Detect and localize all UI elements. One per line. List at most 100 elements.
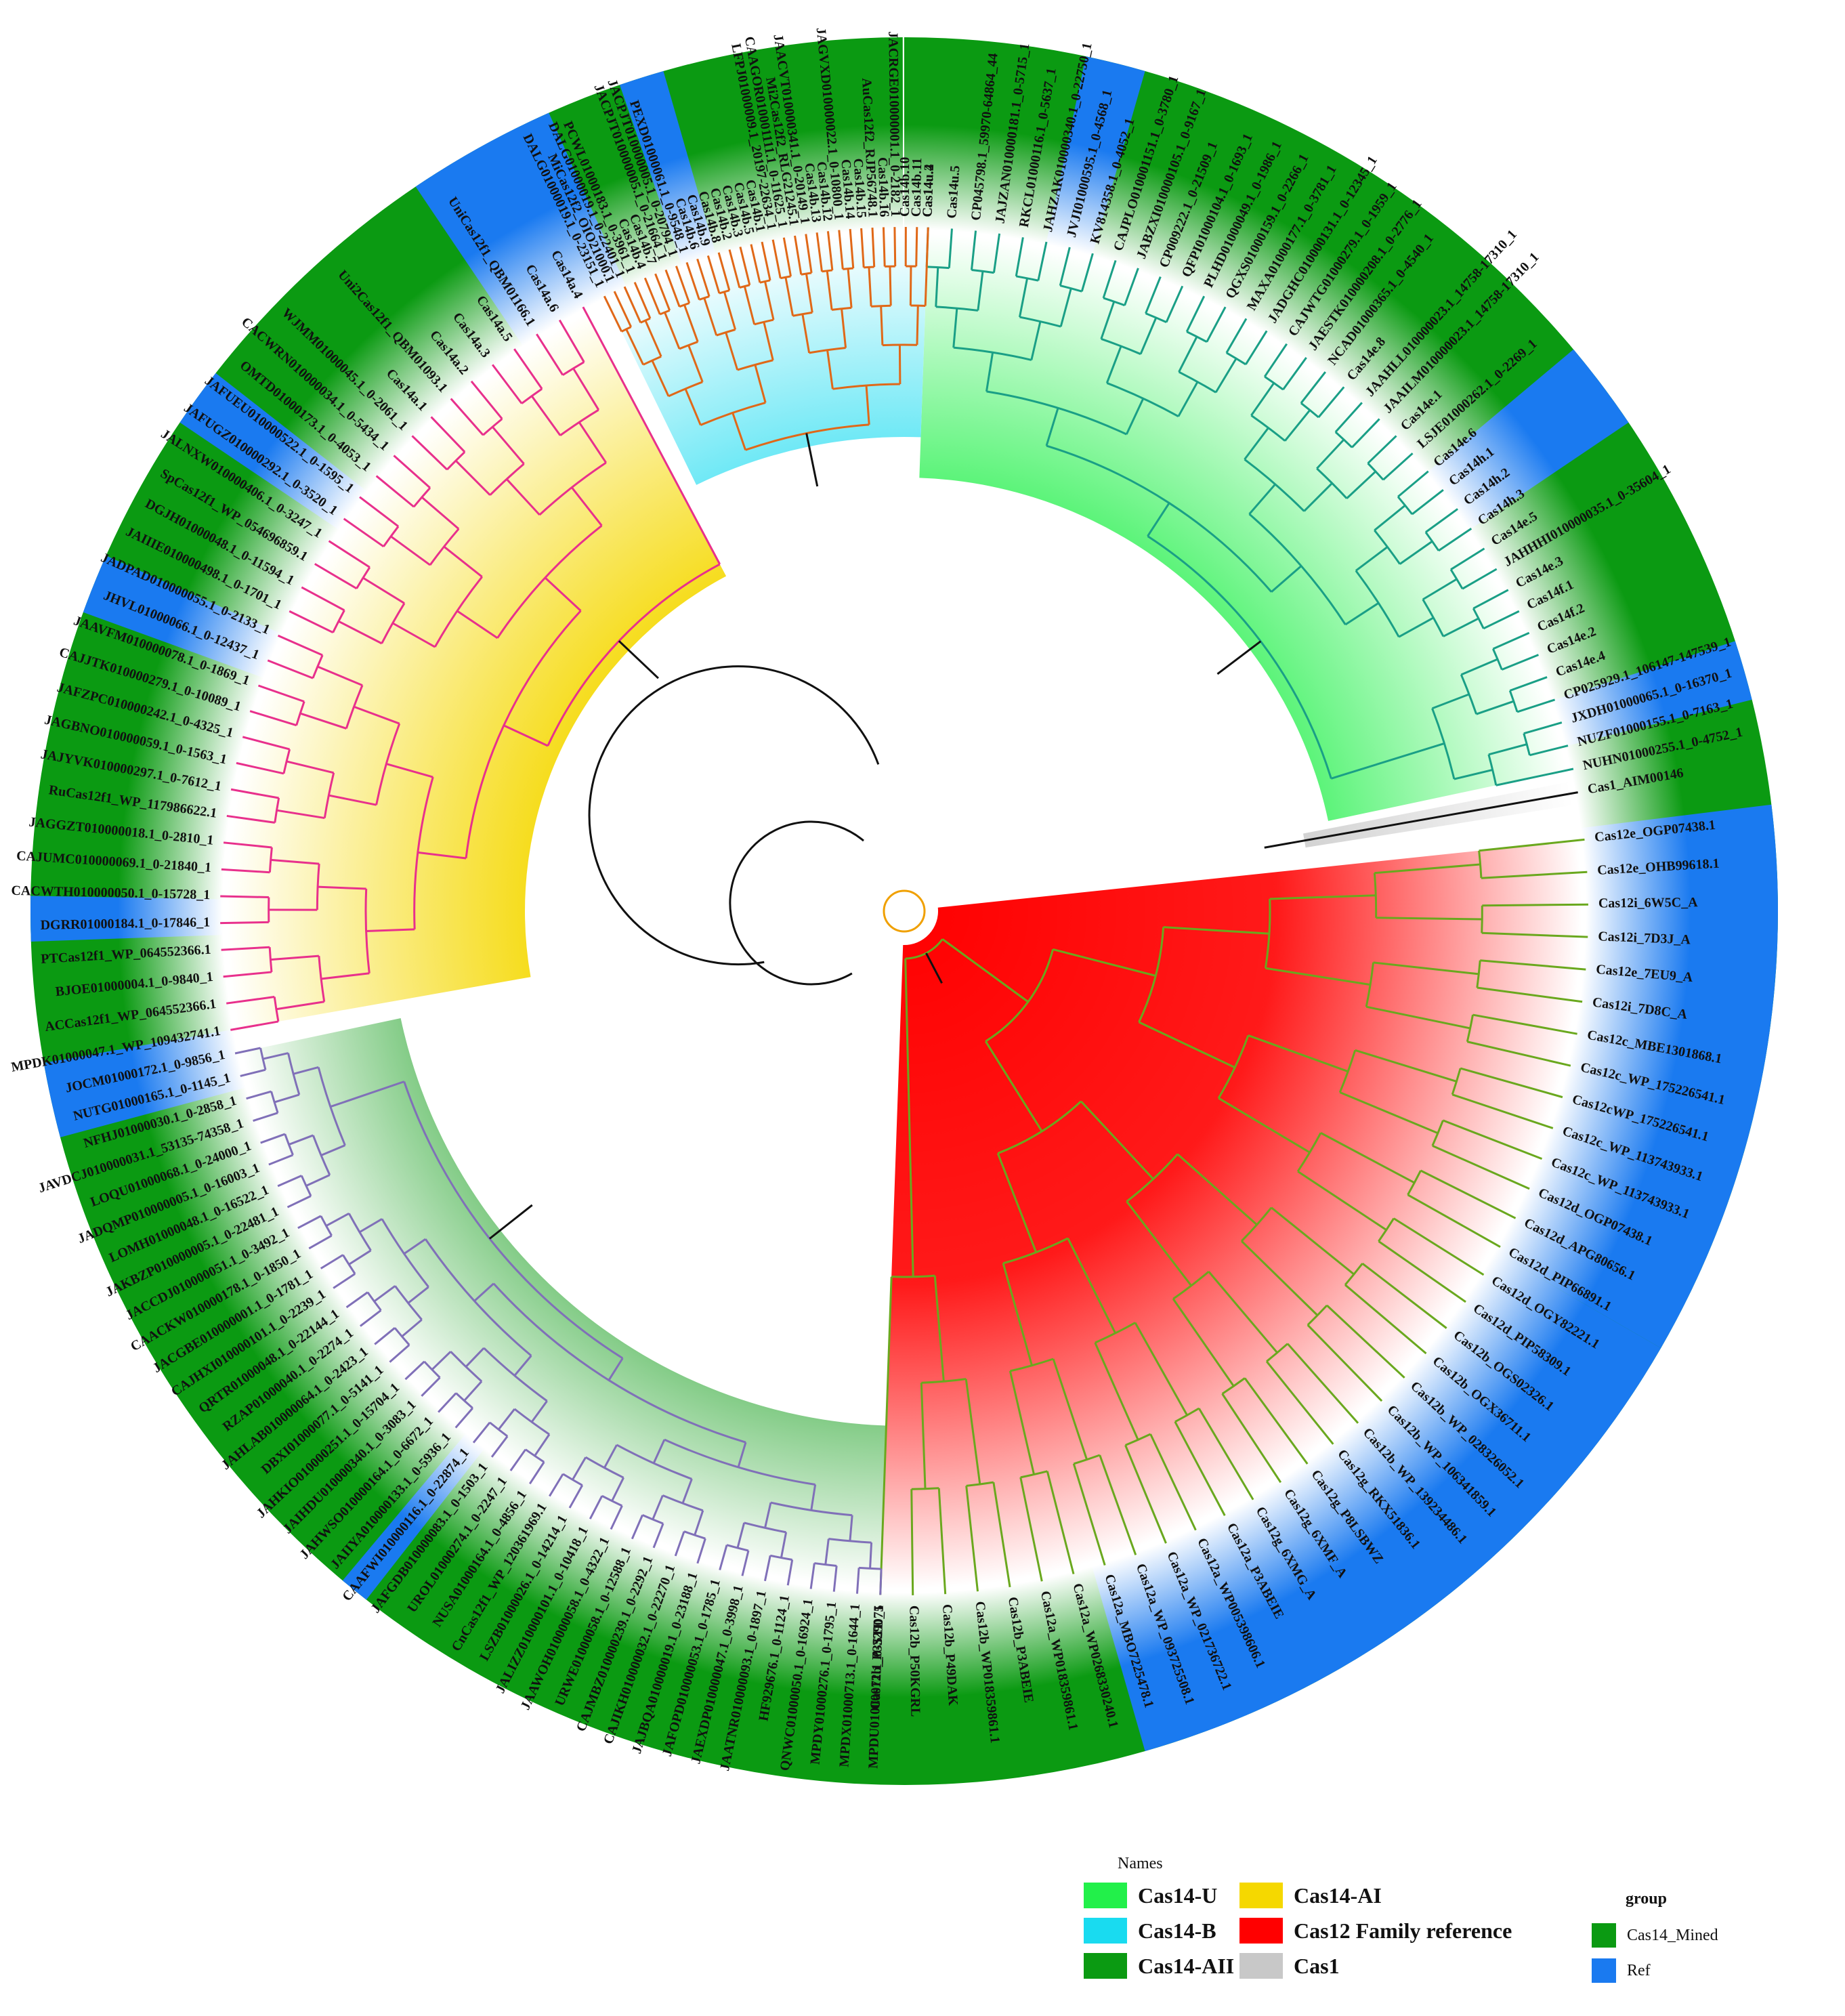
branch	[503, 724, 549, 747]
branch	[1218, 1097, 1311, 1154]
branch	[1501, 654, 1540, 671]
branch	[1286, 1343, 1359, 1424]
legend-item-cas14-aii: Cas14-AII	[1084, 1950, 1239, 1981]
branch	[277, 1175, 302, 1188]
branch	[411, 435, 448, 471]
clade-sector	[919, 234, 1567, 821]
branch	[681, 1478, 693, 1504]
branch	[1317, 386, 1345, 418]
branch	[393, 455, 431, 489]
branch	[270, 954, 319, 961]
branch	[308, 1234, 333, 1250]
branch	[1265, 967, 1371, 986]
leaf-label: DGRR01000184.1_0-17846_1	[40, 915, 210, 932]
branch	[849, 229, 855, 269]
branch	[743, 286, 756, 325]
branch	[826, 270, 833, 310]
group-ring-ref	[83, 555, 282, 679]
branch	[1509, 676, 1548, 692]
branch	[1338, 1049, 1357, 1093]
branch	[1244, 1377, 1309, 1465]
branch	[1297, 1170, 1387, 1231]
leaf-label: Cas12b_P3STD75	[868, 1605, 886, 1710]
group-ring-ref	[1045, 56, 1145, 257]
branch	[608, 1358, 624, 1381]
branch	[915, 227, 918, 267]
branch	[1442, 1119, 1543, 1160]
branch	[242, 736, 290, 751]
branch	[1476, 700, 1514, 715]
branch	[1125, 398, 1145, 435]
branch	[1523, 721, 1563, 735]
branch	[1466, 1014, 1474, 1043]
branch	[284, 1133, 294, 1156]
branch	[394, 1327, 410, 1346]
branch	[1019, 1477, 1043, 1582]
branch	[505, 478, 540, 516]
branch	[571, 486, 603, 526]
branch	[879, 1276, 893, 1595]
branch	[389, 1344, 410, 1363]
branch	[383, 526, 400, 547]
branch	[1450, 547, 1485, 570]
branch	[234, 1047, 261, 1055]
branch	[662, 1494, 704, 1512]
branch	[270, 858, 320, 865]
branch	[652, 1523, 664, 1549]
branch	[558, 319, 585, 363]
legend-swatch	[1239, 1883, 1283, 1908]
group-ring-ref	[1493, 804, 1778, 1348]
legend-swatch	[1239, 1953, 1283, 1979]
branch	[831, 306, 852, 311]
branch	[240, 1068, 266, 1077]
branch	[1271, 565, 1302, 593]
branch	[1373, 961, 1479, 975]
branch	[421, 496, 460, 530]
branch	[1134, 1322, 1188, 1416]
group-ring-ref	[1092, 1251, 1661, 1752]
branch	[360, 1309, 382, 1327]
branch	[794, 235, 803, 275]
branch	[625, 329, 645, 365]
branch	[423, 1360, 441, 1379]
branch	[338, 620, 383, 645]
leaf-label: Cas12i_7D3J_A	[1598, 929, 1691, 947]
branch	[454, 1407, 473, 1429]
branch	[274, 1093, 300, 1104]
branch	[1178, 336, 1198, 373]
branch	[299, 712, 347, 730]
branch	[1010, 1358, 1054, 1372]
branch	[1472, 1013, 1577, 1035]
branch	[1072, 1463, 1106, 1566]
branch	[1174, 1421, 1226, 1516]
branch	[603, 295, 623, 333]
branch	[1067, 1238, 1117, 1334]
branch	[992, 233, 1001, 273]
branch	[937, 1488, 947, 1595]
branch	[1374, 863, 1481, 875]
branch	[763, 1555, 771, 1582]
branch	[652, 1494, 664, 1520]
group-label: Ref	[1627, 1961, 1651, 1979]
branch	[345, 1291, 368, 1309]
branch	[1355, 546, 1388, 572]
branch	[359, 1218, 383, 1234]
branch	[965, 1486, 979, 1592]
branch	[267, 659, 314, 679]
branch	[868, 267, 872, 307]
branch-stem	[925, 952, 943, 984]
branch	[366, 928, 415, 932]
branch	[1438, 527, 1472, 552]
branch	[1282, 357, 1307, 390]
branch	[1185, 295, 1206, 333]
branch	[1245, 330, 1268, 365]
branch	[725, 332, 739, 371]
clade-sectors	[227, 234, 1582, 1589]
branch	[761, 241, 771, 281]
branch	[786, 1559, 794, 1586]
branch	[838, 230, 844, 270]
branch	[970, 230, 977, 270]
branch	[764, 281, 775, 320]
branch	[1264, 898, 1271, 969]
branch	[236, 761, 284, 775]
